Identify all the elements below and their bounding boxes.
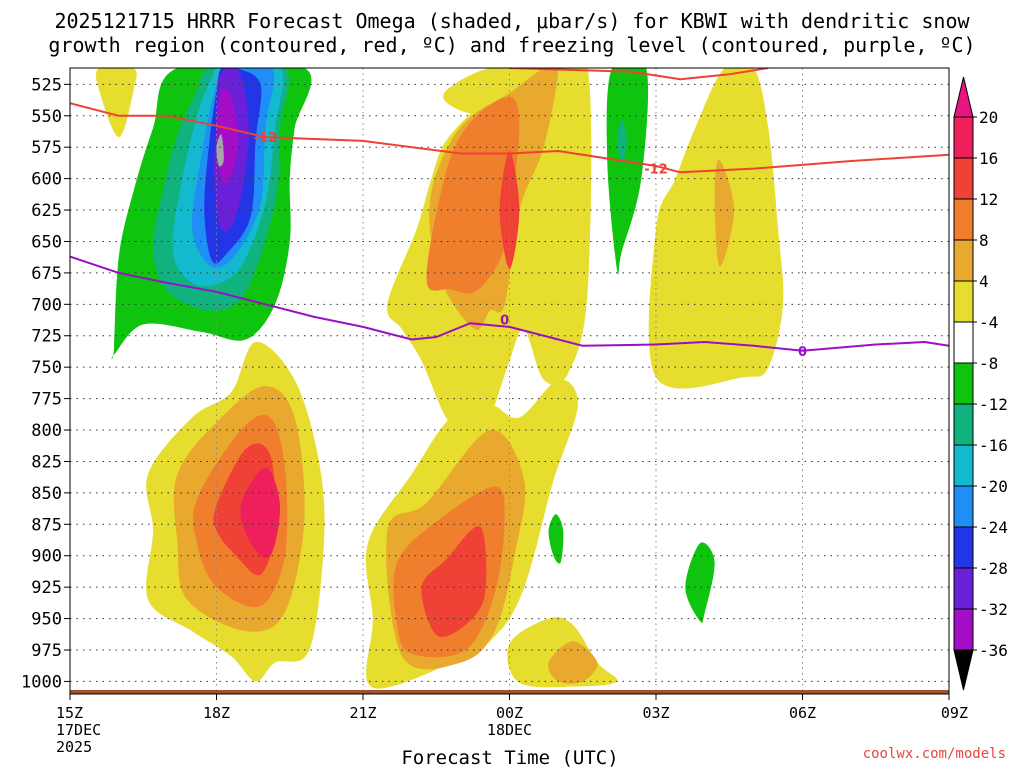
colorbar-label-2: 12 [979,190,998,209]
omega-area-5 [499,151,520,270]
colorbar-segment-3 [953,239,974,282]
colorbar-top-arrow [953,76,974,118]
y-tick-label-575: 575 [31,138,62,158]
freezing-level-label-0: 0 [500,313,509,328]
x-tick-label-18-0: 09Z [941,704,968,722]
colorbar-label-4: 4 [979,272,989,291]
colorbar-segment-8 [953,444,974,487]
y-tick-label-900: 900 [31,547,62,567]
y-tick-label-550: 550 [31,107,62,127]
y-tick-label-650: 650 [31,232,62,252]
terrain-layer [70,690,949,694]
colorbar-bottom-arrow [953,649,974,691]
y-tick-label-600: 600 [31,170,62,190]
colorbar-segment-0 [953,116,974,159]
colorbar-label-5: -4 [979,313,998,332]
dgz-label-0-text: -12 [254,131,278,146]
colorbar-label-6: -8 [979,354,998,373]
y-tick-label-525: 525 [31,75,62,95]
y-tick-label-875: 875 [31,515,62,535]
x-tick-label-0-0: 15Z [56,704,83,722]
omega-shaded-areas [95,68,784,689]
x-axis-title: Forecast Time (UTC) [401,747,618,768]
colorbar-label-3: 8 [979,231,989,250]
colorbar-segment-5 [953,321,974,364]
omega-area-26 [216,134,224,167]
omega-area-1 [443,68,549,114]
site-credit: coolwx.com/models [862,746,1006,762]
omega-area-27 [606,68,649,275]
colorbar-label-10: -24 [979,518,1008,537]
omega-area-16 [421,526,487,637]
x-tick-label-0-2: 2025 [56,738,92,756]
x-tick-label-0-1: 17DEC [56,721,101,739]
chart-title-line-1: 2025121715 HRRR Forecast Omega (shaded, … [54,9,970,33]
omega-area-0 [95,68,137,138]
y-tick-label-925: 925 [31,578,62,598]
colorbar-label-12: -32 [979,600,1008,619]
y-tick-label-850: 850 [31,484,62,504]
colorbar-segment-2 [953,198,974,241]
colorbar-label-13: -36 [979,641,1008,660]
x-tick-label-9-1: 18DEC [487,721,532,739]
colorbar-segment-12 [953,608,974,651]
colorbar: 20 16 12 8 4 -4 -8 -12 -16 -20 -24 -28 -32 -36 [953,76,1008,691]
x-tick-label-15-0: 06Z [789,704,816,722]
colorbar-segment-9 [953,485,974,528]
y-tick-label-825: 825 [31,452,62,472]
x-tick-label-9-0: 00Z [496,704,523,722]
y-tick-label-750: 750 [31,358,62,378]
omega-area-18 [548,641,598,684]
y-tick-label-625: 625 [31,201,62,221]
omega-area-7 [714,159,735,267]
omega-area-29 [548,514,564,564]
y-tick-label-1000: 1000 [21,672,62,692]
freezing-level-label-1-text: 0 [798,345,807,360]
colorbar-segment-4 [953,280,974,323]
colorbar-segment-1 [953,157,974,200]
axes: 525 550 575 600 625 650 675 700 725 750 775 800 825 8… [21,75,968,768]
y-tick-label-950: 950 [31,610,62,630]
dgz-label-1-text: -12 [644,163,668,178]
freezing-level-label-0-text: 0 [500,313,509,328]
y-tick-label-725: 725 [31,327,62,347]
colorbar-label-9: -20 [979,477,1008,496]
y-tick-label-800: 800 [31,421,62,441]
dgz-label-0: -12 [254,131,278,146]
colorbar-label-0: 20 [979,108,998,127]
colorbar-label-8: -16 [979,436,1008,455]
y-tick-label-675: 675 [31,264,62,284]
colorbar-label-7: -12 [979,395,1008,414]
x-tick-label-6-0: 21Z [349,704,376,722]
freezing-level-label-1: 0 [798,345,807,360]
omega-area-30 [685,542,715,623]
y-tick-label-775: 775 [31,390,62,410]
omega-area-28 [616,119,627,164]
dgz-contour-1 [509,68,769,81]
x-tick-label-3-0: 18Z [203,704,230,722]
dgz-contour-0 [70,102,949,174]
terrain-fill [70,690,949,694]
chart-title-line-2: growth region (contoured, red, ºC) and f… [48,33,976,57]
colorbar-label-1: 16 [979,149,998,168]
y-tick-label-700: 700 [31,295,62,315]
y-tick-label-975: 975 [31,641,62,661]
colorbar-segment-10 [953,526,974,569]
freezing-level-line [70,255,949,352]
colorbar-segment-7 [953,403,974,446]
colorbar-label-11: -28 [979,559,1008,578]
contour-lines: -12 -12 0 0 [70,68,949,360]
colorbar-segment-6 [953,362,974,405]
x-tick-label-12-0: 03Z [642,704,669,722]
omega-area-12 [240,467,281,558]
colorbar-segment-11 [953,567,974,610]
dgz-label-1: -12 [644,163,668,178]
omega-area-4 [426,96,520,294]
